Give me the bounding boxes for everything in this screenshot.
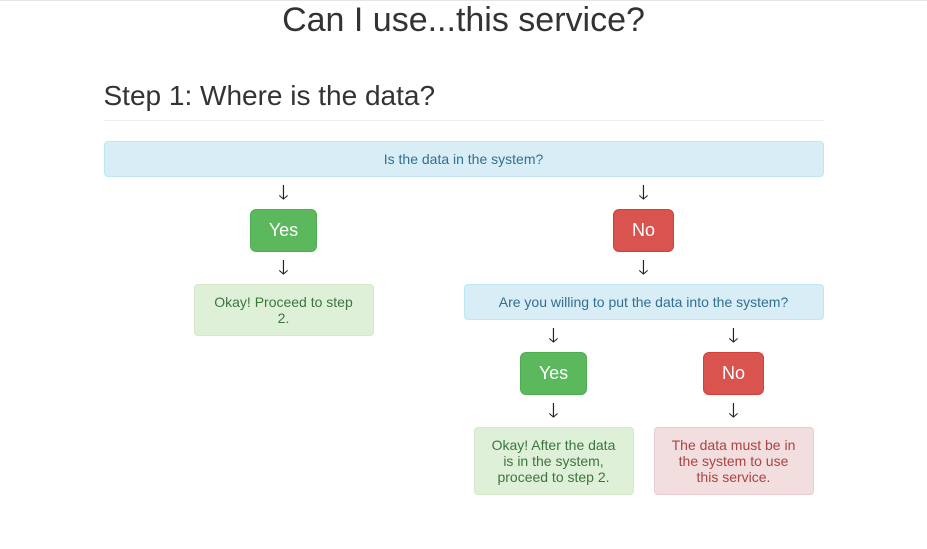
arrow-down-icon: 🡓 xyxy=(548,401,558,421)
step-heading: Step 1: Where is the data? xyxy=(104,80,824,112)
yes-button-1[interactable]: Yes xyxy=(250,209,317,252)
arrow-down-icon: 🡓 xyxy=(638,183,648,203)
question-2: Are you willing to put the data into the… xyxy=(464,284,824,320)
arrow-down-icon: 🡓 xyxy=(278,258,288,278)
no-button-2[interactable]: No xyxy=(703,352,764,395)
arrow-down-icon: 🡓 xyxy=(638,258,648,278)
arrow-down-icon: 🡓 xyxy=(548,326,558,346)
flowchart: Is the data in the system? 🡓 Yes 🡓 Okay!… xyxy=(104,141,824,495)
branch-yes-2: 🡓 Yes 🡓 Okay! After the data is in the s… xyxy=(464,320,644,495)
branch-no-1: 🡓 No 🡓 Are you willing to put the data i… xyxy=(464,177,824,495)
arrow-down-icon: 🡓 xyxy=(728,401,738,421)
result-yes-1: Okay! Proceed to step 2. xyxy=(194,284,374,336)
arrow-down-icon: 🡓 xyxy=(728,326,738,346)
yes-button-2[interactable]: Yes xyxy=(520,352,587,395)
result-yes-2: Okay! After the data is in the system, p… xyxy=(474,427,634,495)
content-container: Step 1: Where is the data? Is the data i… xyxy=(94,80,834,495)
branch-yes-1: 🡓 Yes 🡓 Okay! Proceed to step 2. xyxy=(104,177,464,495)
branch-no-2: 🡓 No 🡓 The data must be in the system to… xyxy=(644,320,824,495)
branch-row-1: 🡓 Yes 🡓 Okay! Proceed to step 2. 🡓 No 🡓 … xyxy=(104,177,824,495)
heading-divider xyxy=(104,120,824,121)
arrow-down-icon: 🡓 xyxy=(278,183,288,203)
question-1: Is the data in the system? xyxy=(104,141,824,177)
branch-row-2: 🡓 Yes 🡓 Okay! After the data is in the s… xyxy=(464,320,824,495)
no-button-1[interactable]: No xyxy=(613,209,674,252)
result-no-2: The data must be in the system to use th… xyxy=(654,427,814,495)
page-title: Can I use...this service? xyxy=(0,1,927,40)
